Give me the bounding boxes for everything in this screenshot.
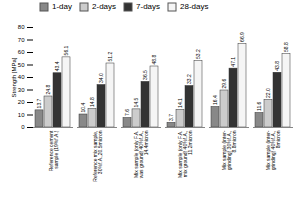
- svg-text:Mix sample (inter-grinding) 30: Mix sample (inter-grinding) 30%f.A.,8.8m…: [221, 130, 237, 170]
- svg-text:53.2: 53.2: [195, 49, 201, 59]
- svg-text:11.6: 11.6: [256, 101, 262, 111]
- svg-text:10.4: 10.4: [80, 103, 86, 113]
- svg-text:43.4: 43.4: [54, 61, 60, 71]
- svg-text:Mix sample (only F.A.was groun: Mix sample (only F.A.was ground) 40%f.A.…: [133, 130, 149, 178]
- html-text:2-days: 2-days: [92, 2, 116, 11]
- html-text:7-days: 7-days: [136, 2, 160, 11]
- svg-text:50: 50: [18, 62, 25, 68]
- html-text:28-days: 28-days: [180, 2, 209, 11]
- svg-text:70: 70: [18, 37, 25, 43]
- svg-text:47.1: 47.1: [230, 57, 236, 67]
- svg-text:14.8: 14.8: [89, 97, 95, 107]
- svg-text:40: 40: [18, 74, 25, 80]
- svg-text:24.8: 24.8: [45, 85, 51, 95]
- svg-text:29.6: 29.6: [221, 79, 227, 89]
- svg-text:33.2: 33.2: [186, 74, 192, 84]
- svg-text:0: 0: [21, 124, 25, 130]
- svg-text:Mix sample (only F.A.mix groun: Mix sample (only F.A.mix ground) 40%f.A.…: [177, 130, 193, 178]
- svg-text:36.5: 36.5: [142, 70, 148, 80]
- svg-text:Reference cementsample (19%f.A: Reference cementsample (19%f.A.): [48, 130, 59, 171]
- svg-text:22.0: 22.0: [265, 88, 271, 98]
- svg-text:58.8: 58.8: [283, 42, 289, 52]
- svg-text:16.4: 16.4: [212, 95, 218, 105]
- svg-text:80: 80: [18, 24, 25, 30]
- svg-text:48.8: 48.8: [151, 55, 157, 65]
- svg-text:43.8: 43.8: [274, 61, 280, 71]
- svg-text:7.6: 7.6: [124, 109, 130, 116]
- svg-text:14.5: 14.5: [133, 97, 139, 107]
- svg-text:10: 10: [18, 112, 25, 118]
- svg-text:Strength [MPa]: Strength [MPa]: [11, 57, 17, 97]
- svg-text:13.7: 13.7: [36, 98, 42, 108]
- html-text:1-day: 1-day: [52, 2, 72, 11]
- svg-text:34.0: 34.0: [98, 73, 104, 83]
- svg-text:56.1: 56.1: [63, 45, 69, 55]
- svg-text:66.9: 66.9: [239, 32, 245, 42]
- svg-text:30: 30: [18, 87, 25, 93]
- svg-text:20: 20: [18, 99, 25, 105]
- svg-text:Mix sample (inter-grinding) 40: Mix sample (inter-grinding) 40%f.A.,8mic…: [265, 130, 281, 170]
- svg-text:3.7: 3.7: [168, 114, 174, 121]
- svg-text:51.2: 51.2: [107, 52, 113, 62]
- svg-text:60: 60: [18, 49, 25, 55]
- svg-text:Reference mix sample,30%f.A.,2: Reference mix sample,30%f.A.,20.5micron: [92, 130, 103, 181]
- svg-text:14.1: 14.1: [177, 98, 183, 108]
